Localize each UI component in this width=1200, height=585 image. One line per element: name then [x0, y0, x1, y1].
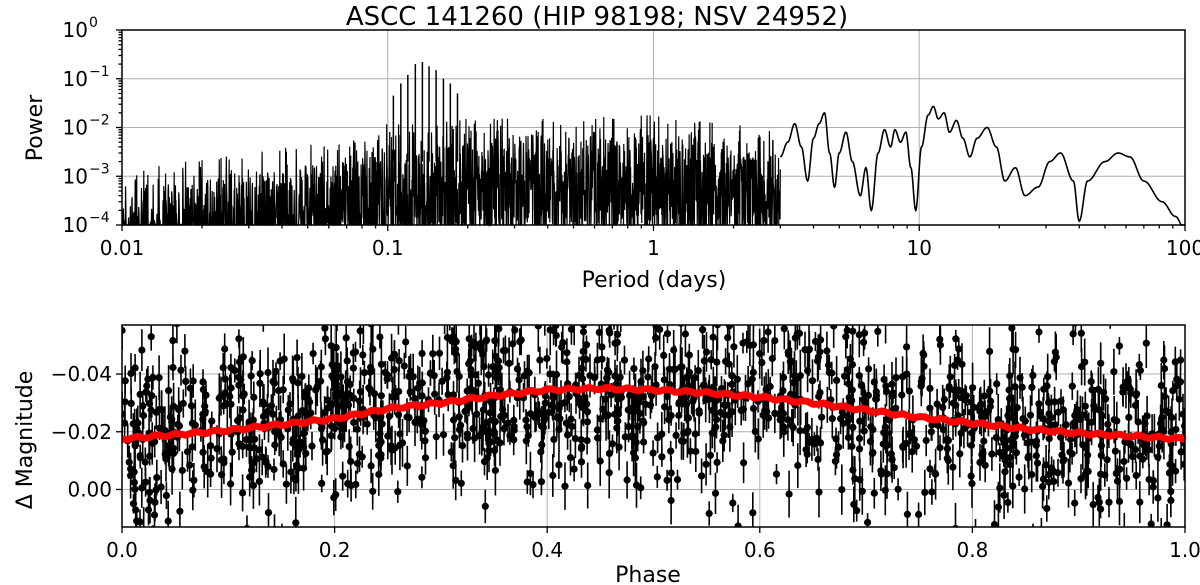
- phase-y-tick-label: −0.02: [51, 420, 112, 444]
- phase-model: [121, 383, 1187, 444]
- phase-y-tick-label: −0.04: [51, 362, 112, 386]
- phase-x-tick-label: 0.4: [531, 538, 563, 562]
- phase-point: [278, 542, 285, 549]
- phase-x-tick-label: 0.2: [319, 538, 351, 562]
- periodogram-series: [122, 62, 1185, 228]
- phase-point: [732, 280, 739, 287]
- periodogram-x-label: Period (days): [582, 268, 727, 293]
- periodogram-y-tick-label: 10: [63, 67, 88, 91]
- phase-point: [1029, 536, 1036, 543]
- phase-point: [553, 311, 560, 318]
- phase-point: [650, 316, 657, 323]
- phase-frame: [121, 324, 1186, 528]
- phase-y-label: Δ Magnitude: [13, 371, 38, 510]
- phase-point: [613, 296, 620, 303]
- phase-point: [149, 541, 156, 548]
- phase-point: [333, 316, 340, 323]
- phase-point: [601, 292, 608, 299]
- phase-point: [541, 311, 548, 318]
- phase-point: [547, 279, 554, 286]
- phase-point: [946, 544, 953, 551]
- phase-point: [1121, 529, 1128, 536]
- phase-point: [644, 292, 651, 299]
- phase-x-tick-label: 0.8: [956, 538, 988, 562]
- periodogram-y-tick-exponent: −2: [89, 113, 110, 129]
- phase-point: [610, 306, 617, 313]
- phase-error-bars: [122, 325, 1185, 527]
- phase-point: [741, 311, 748, 318]
- phase-y-tick-label: 0.00: [67, 477, 112, 501]
- periodogram-y-tick-exponent: −3: [89, 161, 110, 177]
- phase-point: [446, 307, 453, 314]
- phase-point: [476, 307, 483, 314]
- periodogram-x-tick-label: 100: [1166, 236, 1200, 260]
- phase-point: [479, 302, 486, 309]
- phase-x-ticks: 0.0 0.2 0.4 0.6 0.8 1.0: [106, 527, 1200, 562]
- phase-point: [877, 283, 884, 290]
- phase-x-tick-label: 0.0: [106, 538, 138, 562]
- phase-point: [655, 293, 662, 300]
- periodogram-y-tick-exponent: −1: [89, 64, 110, 80]
- periodogram-x-ticks: 0.01 0.1 1 10 100: [100, 225, 1200, 260]
- periodogram-x-tick-label: 10: [907, 236, 932, 260]
- periodogram-x-tick-label: 1: [647, 236, 660, 260]
- phase-model-line: [121, 383, 1187, 444]
- phase-point: [841, 301, 848, 308]
- phase-point: [1158, 534, 1165, 541]
- phase-point: [572, 325, 576, 326]
- phase-point: [550, 309, 557, 316]
- periodogram-x-tick-label: 0.01: [100, 236, 145, 260]
- periodogram-y-label: Power: [23, 94, 48, 161]
- phase-point: [494, 325, 498, 326]
- periodogram-y-tick-label: 10: [63, 116, 88, 140]
- phase-point: [1038, 538, 1045, 545]
- periodogram-x-tick-label: 0.1: [372, 236, 404, 260]
- phase-point: [750, 314, 757, 321]
- phase-point: [1127, 550, 1134, 557]
- phase-point: [607, 315, 614, 322]
- phase-x-label: Phase: [615, 563, 681, 585]
- periodogram-y-tick-label: 10: [63, 18, 88, 42]
- phase-point: [395, 316, 402, 323]
- phase-curve-panel: 0.0 0.2 0.4 0.6 0.8 1.0 0.00−0.02−0.04 Phase …: [13, 272, 1200, 585]
- phase-point: [260, 308, 267, 315]
- chart-title: ASCC 141260 (HIP 98198; NSV 24952): [346, 2, 848, 32]
- periodogram-y-tick-label: 10: [63, 213, 88, 237]
- periodogram-smooth-line: [779, 105, 1185, 226]
- phase-point: [659, 303, 666, 310]
- periodogram-noise-line: [122, 115, 781, 228]
- phase-y-ticks: 0.00 −0.02 −0.04: [51, 362, 122, 501]
- phase-point: [443, 325, 447, 326]
- phase-point: [803, 298, 810, 305]
- periodogram-panel: ASCC 141260 (HIP 98198; NSV 24952) 0.01 0…: [23, 2, 1200, 293]
- phase-point: [1092, 536, 1099, 543]
- phase-point: [360, 316, 367, 323]
- phase-point: [698, 306, 705, 313]
- phase-points: [122, 272, 1185, 557]
- phase-point: [122, 326, 126, 335]
- phase-x-tick-label: 0.6: [744, 538, 776, 562]
- phase-point: [142, 526, 145, 527]
- periodogram-y-tick-exponent: 0: [89, 15, 98, 31]
- periodogram-y-tick-label: 10: [63, 164, 88, 188]
- phase-point: [1107, 305, 1114, 312]
- phase-point: [617, 304, 624, 311]
- phase-point: [554, 272, 561, 279]
- phase-x-tick-label: 1.0: [1169, 538, 1200, 562]
- periodogram-y-tick-exponent: −4: [89, 210, 110, 226]
